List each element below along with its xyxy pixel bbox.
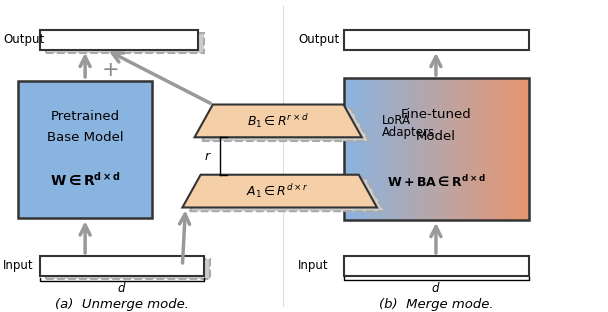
Bar (427, 78, 430, 220)
Bar (480, 78, 483, 220)
Text: (b)  Merge mode.: (b) Merge mode. (379, 298, 494, 311)
Text: Adapters: Adapters (382, 126, 435, 139)
Bar (393, 78, 396, 220)
Bar (412, 78, 415, 220)
Bar (473, 78, 477, 220)
Bar (384, 78, 387, 220)
Bar (18, 81, 152, 218)
Bar (46, 33, 204, 53)
Text: Output: Output (3, 33, 44, 46)
Bar (424, 78, 427, 220)
Bar (526, 78, 529, 220)
Text: Pretrained: Pretrained (50, 110, 120, 123)
Bar (378, 78, 381, 220)
Bar (483, 78, 486, 220)
Text: (a)  Unmerge mode.: (a) Unmerge mode. (55, 298, 188, 311)
Bar (461, 78, 465, 220)
Bar (371, 78, 375, 220)
Bar (436, 78, 440, 220)
Bar (517, 78, 520, 220)
Bar (492, 78, 496, 220)
Bar (464, 78, 468, 220)
Bar (452, 78, 455, 220)
Text: Fine-tuned: Fine-tuned (401, 108, 472, 121)
Bar (359, 78, 362, 220)
Text: $B_1 \in R^{r \times d}$: $B_1 \in R^{r \times d}$ (247, 112, 309, 130)
Text: $r$: $r$ (204, 149, 212, 163)
Bar (350, 78, 353, 220)
Bar (443, 78, 446, 220)
Text: $A_1 \in R^{d \times r}$: $A_1 \in R^{d \times r}$ (246, 182, 309, 200)
Bar (344, 256, 529, 276)
Bar (344, 30, 529, 50)
Bar (415, 78, 418, 220)
Bar (507, 78, 511, 220)
Bar (467, 78, 471, 220)
Bar (514, 78, 517, 220)
Bar (344, 78, 347, 220)
Bar (495, 78, 499, 220)
Text: $d$: $d$ (431, 281, 441, 295)
Bar (40, 256, 204, 276)
Text: $d$: $d$ (117, 281, 126, 295)
Bar (433, 78, 437, 220)
Bar (347, 78, 350, 220)
Bar (470, 78, 474, 220)
Bar (455, 78, 458, 220)
Bar (365, 78, 368, 220)
Bar (430, 78, 434, 220)
Bar (489, 78, 492, 220)
Text: Model: Model (416, 130, 456, 143)
Bar (498, 78, 502, 220)
Bar (402, 78, 406, 220)
Bar (396, 78, 399, 220)
Bar (486, 78, 489, 220)
Bar (356, 78, 359, 220)
Bar (421, 78, 424, 220)
Text: $\mathbf{W \in R^{d \times d}}$: $\mathbf{W \in R^{d \times d}}$ (50, 171, 120, 189)
Bar (446, 78, 449, 220)
Bar (46, 259, 210, 279)
Bar (362, 78, 365, 220)
Bar (387, 78, 390, 220)
Text: Base Model: Base Model (47, 131, 123, 144)
Bar (353, 78, 356, 220)
Bar (409, 78, 412, 220)
Polygon shape (190, 178, 384, 211)
Bar (40, 30, 198, 50)
Text: Input: Input (3, 259, 33, 272)
Bar (504, 78, 508, 220)
Text: Input: Input (298, 259, 328, 272)
Bar (523, 78, 526, 220)
Polygon shape (202, 108, 369, 141)
Bar (390, 78, 393, 220)
Bar (344, 78, 529, 220)
Bar (406, 78, 409, 220)
Bar (368, 78, 371, 220)
Bar (477, 78, 480, 220)
Polygon shape (195, 105, 362, 137)
Bar (375, 78, 378, 220)
Bar (440, 78, 443, 220)
Bar (449, 78, 452, 220)
Bar (510, 78, 514, 220)
Bar (520, 78, 523, 220)
Polygon shape (182, 175, 377, 207)
Text: $\mathbf{W + BA \in R^{d \times d}}$: $\mathbf{W + BA \in R^{d \times d}}$ (387, 174, 486, 190)
Text: Output: Output (298, 33, 339, 46)
Bar (458, 78, 461, 220)
Bar (501, 78, 505, 220)
Bar (418, 78, 421, 220)
Text: $+$: $+$ (101, 60, 118, 80)
Bar (381, 78, 384, 220)
Bar (399, 78, 402, 220)
Text: LoRA: LoRA (382, 114, 411, 127)
